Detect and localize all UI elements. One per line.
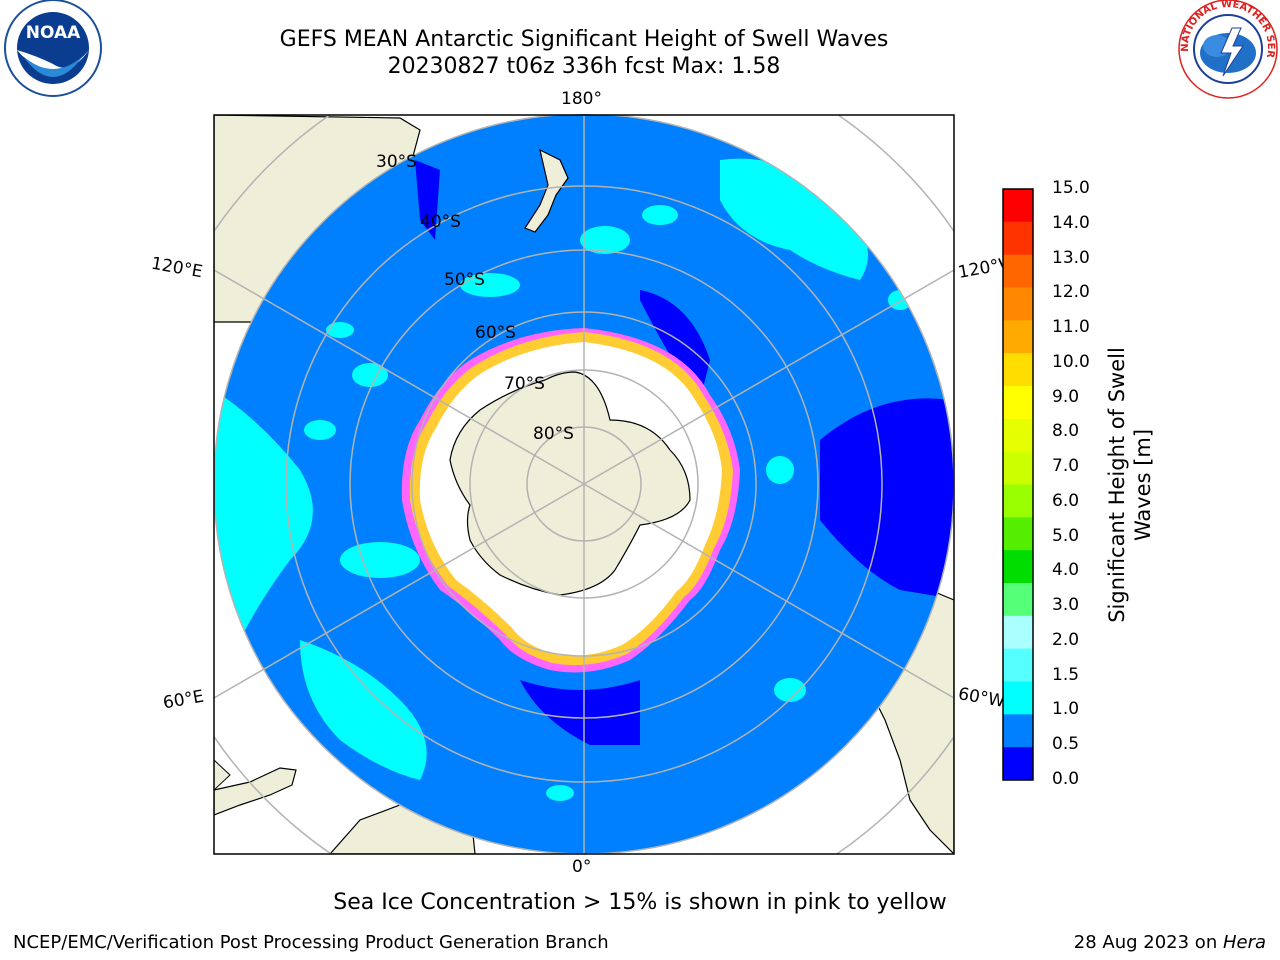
footer-credit: NCEP/EMC/Verification Post Processing Pr…	[13, 932, 609, 953]
colorbar-swatch	[1003, 386, 1033, 420]
colorbar-swatch	[1003, 221, 1033, 256]
colorbar-label: Significant Height of Swell Waves [m]	[1104, 347, 1156, 623]
lon-label-0: 0°	[572, 857, 592, 877]
colorbar-swatch	[1003, 451, 1033, 485]
colorbar-swatch	[1003, 648, 1033, 682]
footer-date: 28 Aug 2023 on Hera	[1074, 932, 1266, 953]
map-frame	[213, 114, 955, 855]
colorbar-tick-label: 6.0	[1052, 490, 1080, 511]
low-swell-region	[520, 680, 640, 745]
colorbar-tick-label: 14.0	[1052, 212, 1090, 233]
low-swell-region	[415, 160, 440, 240]
nws-logo: NATIONAL WEATHER SERVICE	[1173, 0, 1279, 100]
colorbar-swatch	[1003, 353, 1033, 387]
chart-title: GEFS MEAN Antarctic Significant Height o…	[279, 27, 889, 52]
footer-date-text: 28 Aug 2023 on	[1073, 932, 1223, 953]
colorbar-swatch	[1003, 714, 1033, 748]
colorbar-tick-label: 7.0	[1052, 456, 1080, 477]
colorbar-tick-label: 9.0	[1052, 386, 1080, 407]
swell-1-1.5m-patches	[214, 158, 912, 801]
colorbar-swatch	[1003, 583, 1033, 617]
new-zealand-land	[524, 148, 569, 233]
lat-label-30s: 30°S	[376, 152, 417, 172]
colorbar-swatch	[1003, 189, 1033, 223]
colorbar-tick-label: 4.0	[1052, 560, 1080, 581]
colorbar-swatch	[1003, 320, 1033, 354]
antarctica-land	[449, 371, 691, 596]
colorbar-tick-label: 3.0	[1052, 595, 1080, 616]
colorbar-tick-label: 13.0	[1052, 247, 1090, 268]
colorbar-tick-label: 0.0	[1052, 769, 1080, 789]
noaa-wordmark: NOAA	[26, 23, 81, 43]
lat-label-50s: 50°S	[444, 270, 485, 290]
chart-subtitle: 20230827 t06z 336h fcst Max: 1.58	[387, 54, 781, 79]
colorbar-swatch	[1003, 747, 1033, 781]
colorbar-tick-label: 0.5	[1052, 734, 1080, 755]
colorbar-tick-label: 11.0	[1052, 317, 1090, 338]
colorbar-tick-label: 10.0	[1052, 351, 1090, 372]
colorbar-tick-label: 1.5	[1052, 664, 1080, 685]
colorbar-tick-label: 2.0	[1052, 629, 1080, 650]
colorbar-label-line1: Significant Height of Swell	[1105, 347, 1129, 623]
colorbar-tick-label: 15.0	[1052, 178, 1090, 198]
colorbar-label-line2: Waves [m]	[1131, 428, 1155, 542]
colorbar-swatch	[1003, 254, 1033, 288]
lat-label-80s: 80°S	[533, 424, 574, 444]
colorbar-swatch	[1003, 484, 1033, 518]
noaa-logo: NOAA	[3, 0, 103, 98]
colorbar-tick-label: 8.0	[1052, 421, 1080, 442]
colorbar-swatch	[1003, 517, 1033, 551]
lon-label-180: 180°	[561, 89, 602, 109]
colorbar-swatch	[1003, 418, 1033, 453]
footer-machine: Hera	[1222, 932, 1266, 953]
colorbar-swatch	[1003, 550, 1033, 584]
sea-ice-caption: Sea Ice Concentration > 15% is shown in …	[333, 890, 947, 915]
colorbar	[1002, 188, 1034, 781]
lat-label-70s: 70°S	[504, 374, 545, 394]
low-swell-region	[820, 398, 954, 600]
graticule	[214, 115, 954, 854]
colorbar-swatch	[1003, 287, 1033, 321]
colorbar-tick-label: 12.0	[1052, 282, 1090, 303]
lat-label-40s: 40°S	[420, 212, 461, 232]
colorbar-swatch	[1003, 615, 1033, 650]
colorbar-tick-label: 1.0	[1052, 699, 1080, 720]
southern-africa-land	[214, 759, 231, 791]
colorbar-tick-label: 5.0	[1052, 525, 1080, 546]
colorbar-swatch	[1003, 681, 1033, 715]
lat-label-60s: 60°S	[475, 323, 516, 343]
madagascar-land	[214, 767, 297, 816]
